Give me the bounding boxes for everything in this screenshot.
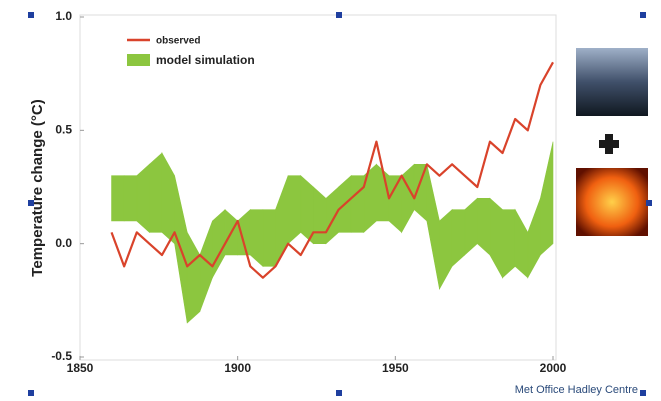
model-band xyxy=(301,176,314,244)
chart: -0.50.00.51.01850190019502000 Temperatur… xyxy=(0,0,661,401)
y-tick-label: 0.0 xyxy=(55,236,72,250)
legend-label: observed xyxy=(156,36,200,47)
model-band xyxy=(263,210,276,267)
plus-icon xyxy=(599,140,619,148)
model-band xyxy=(124,176,137,221)
model-band xyxy=(149,153,162,232)
model-band xyxy=(364,164,377,232)
model-band xyxy=(137,164,150,232)
model-band xyxy=(503,210,516,278)
y-axis-label: Temperature change (°C) xyxy=(29,99,46,276)
y-tick-label: 0.5 xyxy=(55,123,72,137)
x-tick-label: 1950 xyxy=(382,361,409,375)
x-tick-label: 1850 xyxy=(67,361,94,375)
x-tick-label: 2000 xyxy=(540,361,567,375)
model-band xyxy=(112,176,125,221)
y-tick-label: 1.0 xyxy=(55,9,72,23)
sun-image xyxy=(576,168,648,236)
source-label: Met Office Hadley Centre xyxy=(515,384,638,396)
model-band xyxy=(288,176,301,244)
x-tick-label: 1900 xyxy=(224,361,251,375)
volcano-image xyxy=(576,48,648,116)
legend-swatch xyxy=(127,54,150,66)
legend-label: model simulation xyxy=(156,53,255,67)
model-band xyxy=(351,176,364,233)
